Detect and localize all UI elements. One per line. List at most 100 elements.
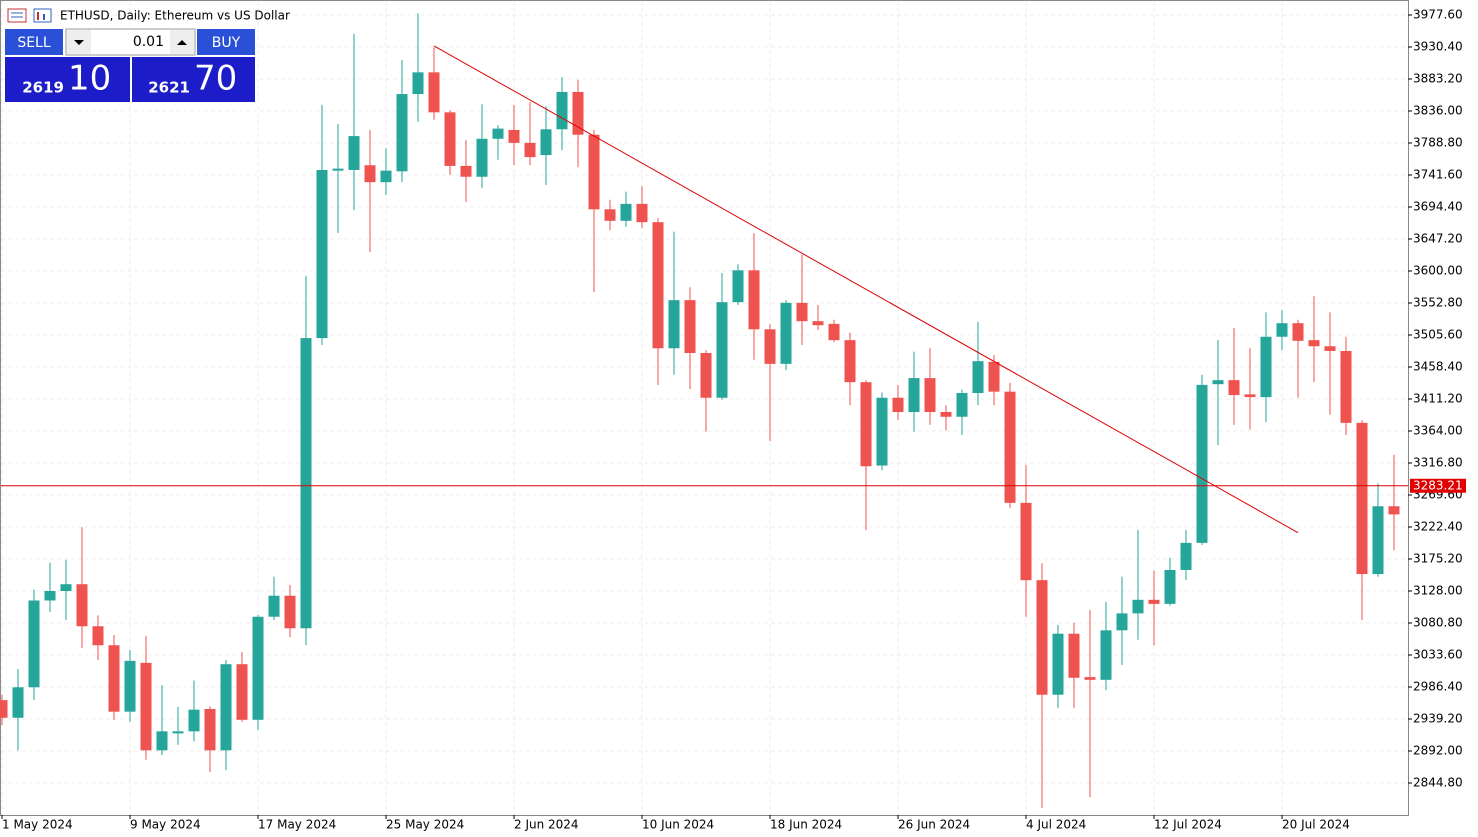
buy-button[interactable] — [197, 29, 255, 55]
candle-body — [1036, 580, 1048, 695]
candle-body — [1132, 599, 1144, 614]
plot-frame — [0, 0, 1409, 816]
candle-body — [764, 329, 776, 364]
ask-big: 2621 — [148, 79, 190, 97]
candle-body — [700, 353, 712, 398]
x-tick-label: 20 Jul 2024 — [1282, 818, 1350, 832]
candle-body — [508, 129, 520, 143]
x-tick-label: 26 Jun 2024 — [898, 818, 970, 832]
candle-body — [684, 300, 696, 354]
candle-body — [1292, 323, 1304, 341]
candle-body — [524, 142, 536, 158]
candle-body — [284, 595, 296, 629]
y-tick-label: 3364.00 — [1413, 423, 1463, 437]
candle-body — [0, 700, 8, 718]
candle-body — [156, 731, 168, 751]
y-tick-label: 3788.80 — [1413, 135, 1463, 149]
y-tick-label: 2986.40 — [1413, 679, 1463, 693]
y-tick-label: 3222.40 — [1413, 519, 1463, 533]
grid — [1, 1, 1408, 815]
candle-body — [252, 616, 264, 720]
candle-body — [12, 687, 24, 718]
candle-body — [1228, 380, 1240, 396]
ask-box[interactable] — [132, 57, 255, 102]
last-price-box — [1410, 478, 1466, 493]
candle-body — [348, 136, 360, 170]
candle-body — [668, 300, 680, 349]
chart-title: ETHUSD, Daily: Ethereum vs US Dollar — [60, 9, 290, 23]
candle-body — [1084, 677, 1096, 680]
y-tick-label: 2939.20 — [1413, 711, 1463, 725]
y-tick-label: 3647.20 — [1413, 231, 1463, 245]
x-tick-label: 17 May 2024 — [258, 818, 336, 832]
candle-body — [972, 361, 984, 394]
y-tick-label: 3411.20 — [1413, 391, 1463, 405]
sell-label: SELL — [17, 35, 51, 51]
candle-body — [892, 397, 904, 413]
candle-body — [1196, 384, 1208, 543]
candle-body — [220, 664, 232, 751]
bid-box[interactable] — [5, 57, 130, 102]
trendline — [433, 45, 1299, 534]
candle-body — [44, 590, 56, 601]
icon-list — [7, 8, 27, 23]
candle-body — [1068, 633, 1080, 678]
x-tick-label: 10 Jun 2024 — [642, 818, 714, 832]
candle-body — [364, 165, 376, 183]
y-tick-label: 3552.80 — [1413, 295, 1463, 309]
candle-body — [1324, 346, 1336, 351]
y-tick-label: 3128.00 — [1413, 583, 1463, 597]
candle-body — [460, 165, 472, 177]
candle-body — [1388, 506, 1400, 515]
candle-body — [860, 382, 872, 467]
candle-body — [780, 302, 792, 364]
candle-body — [572, 92, 584, 135]
y-tick-label: 3033.60 — [1413, 647, 1463, 661]
candle-body — [716, 302, 728, 398]
sell-button[interactable] — [5, 29, 63, 55]
candle-body — [1052, 633, 1064, 695]
candle-body — [604, 209, 616, 221]
ask-small: 70 — [194, 59, 237, 99]
candle-body — [396, 94, 408, 172]
y-tick-label: 3883.20 — [1413, 71, 1463, 85]
y-tick-label: 3080.80 — [1413, 615, 1463, 629]
candle-body — [1004, 391, 1016, 503]
candle-body — [1244, 394, 1256, 398]
candle-body — [956, 393, 968, 417]
down-arrow — [74, 40, 84, 45]
volume-value: 0.01 — [133, 34, 164, 50]
candle-body — [60, 584, 72, 591]
candle-body — [1116, 613, 1128, 631]
candle-body — [620, 203, 632, 221]
candle-body — [540, 129, 552, 156]
candle-body — [476, 138, 488, 177]
candle-body — [1212, 380, 1224, 385]
candle-body — [556, 92, 568, 130]
candle-body — [92, 626, 104, 646]
icon-chart — [33, 8, 52, 23]
bid-small: 10 — [68, 59, 111, 99]
candle-body — [204, 708, 216, 751]
candle-body — [188, 709, 200, 732]
trade-panel: SELL 0.01 BUY 2619 10 2621 70 — [5, 28, 255, 102]
candle-body — [28, 600, 40, 688]
candle-body — [172, 731, 184, 734]
y-tick-label: 3505.60 — [1413, 327, 1463, 341]
candle-body — [1100, 630, 1112, 680]
candle-body — [828, 323, 840, 341]
overlay — [1, 45, 1408, 534]
candle-body — [1276, 323, 1288, 337]
bid-big: 2619 — [22, 79, 64, 97]
candle-body — [332, 168, 344, 171]
candle-body — [940, 412, 952, 417]
candle-body — [908, 378, 920, 413]
candle-body — [1148, 599, 1160, 604]
candle-body — [300, 338, 312, 629]
candle-body — [236, 664, 248, 720]
candle-body — [876, 397, 888, 466]
buy-label: BUY — [212, 35, 241, 51]
x-tick-label: 2 Jun 2024 — [514, 818, 579, 832]
candle-body — [428, 72, 440, 113]
